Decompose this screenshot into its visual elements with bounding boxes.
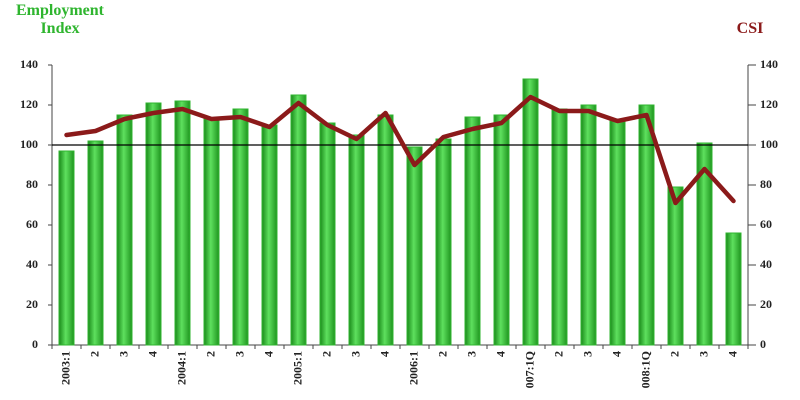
bar (145, 102, 162, 346)
y-tick-label: 0 (32, 337, 38, 351)
bar (609, 118, 626, 346)
line (64, 94, 736, 206)
y-tick-label: 40 (26, 257, 38, 271)
bar (406, 146, 423, 346)
x-tick-label: 4 (493, 351, 507, 357)
y-tick-label: 20 (26, 297, 38, 311)
x-tick-label: 4 (609, 351, 623, 357)
x-tick-label: 2 (319, 351, 333, 357)
y-tick-label: 140 (20, 57, 38, 71)
x-tick-label: 4 (725, 351, 739, 357)
x-tick-label: 3 (348, 351, 362, 357)
y-tick-label: 60 (26, 217, 38, 231)
x-tick-label: 4 (261, 351, 275, 357)
bar (58, 150, 75, 346)
x-tick-label: 2006:1 (406, 351, 420, 385)
bar (232, 108, 249, 346)
x-tick-label: 007:1Q (522, 351, 536, 388)
x-tick-label: 3 (232, 351, 246, 357)
y2-tick-label: 20 (760, 297, 772, 311)
bar (203, 118, 220, 346)
bar (667, 186, 684, 346)
x-tick-label: 2 (667, 351, 681, 357)
bar (174, 100, 191, 346)
y2-tick-label: 40 (760, 257, 772, 271)
x-tick-label: 3 (116, 351, 130, 357)
y2-tick-label: 0 (760, 337, 766, 351)
x-tick-label: 3 (696, 351, 710, 357)
x-tick-label: 4 (145, 351, 159, 357)
x-tick-label: 2 (87, 351, 101, 357)
y2-tick-label: 100 (760, 137, 778, 151)
bar (290, 94, 307, 346)
y-tick-label: 120 (20, 97, 38, 111)
x-tick-label: 3 (464, 351, 478, 357)
left-axis-title: Employment Index (16, 2, 104, 37)
bar (464, 116, 481, 346)
bar (493, 114, 510, 346)
x-tick-label: 2003:1 (58, 351, 72, 385)
bar (580, 104, 597, 346)
bar (696, 142, 713, 346)
x-tick-label: 2 (203, 351, 217, 357)
x-tick-label: 4 (377, 351, 391, 357)
right-axis-title: CSI (736, 20, 764, 37)
x-tick-label: 3 (580, 351, 594, 357)
y-tick-label: 80 (26, 177, 38, 191)
bar (348, 134, 365, 346)
x-tick-label: 2 (435, 351, 449, 357)
bar (725, 232, 742, 346)
bar (435, 138, 452, 346)
bar (261, 124, 278, 346)
x-tick-label: 2004:1 (174, 351, 188, 385)
y2-tick-label: 60 (760, 217, 772, 231)
x-tick-label: 008:1Q (638, 351, 652, 388)
x-tick-label: 2005:1 (290, 351, 304, 385)
bar (319, 122, 336, 346)
bar (116, 114, 133, 346)
bar (522, 78, 539, 346)
x-tick-label: 2 (551, 351, 565, 357)
y2-tick-label: 80 (760, 177, 772, 191)
y-tick-label: 100 (20, 137, 38, 151)
bar (87, 140, 104, 346)
y2-tick-label: 120 (760, 97, 778, 111)
bar (377, 114, 394, 346)
bar (638, 104, 655, 346)
y2-tick-label: 140 (760, 57, 778, 71)
